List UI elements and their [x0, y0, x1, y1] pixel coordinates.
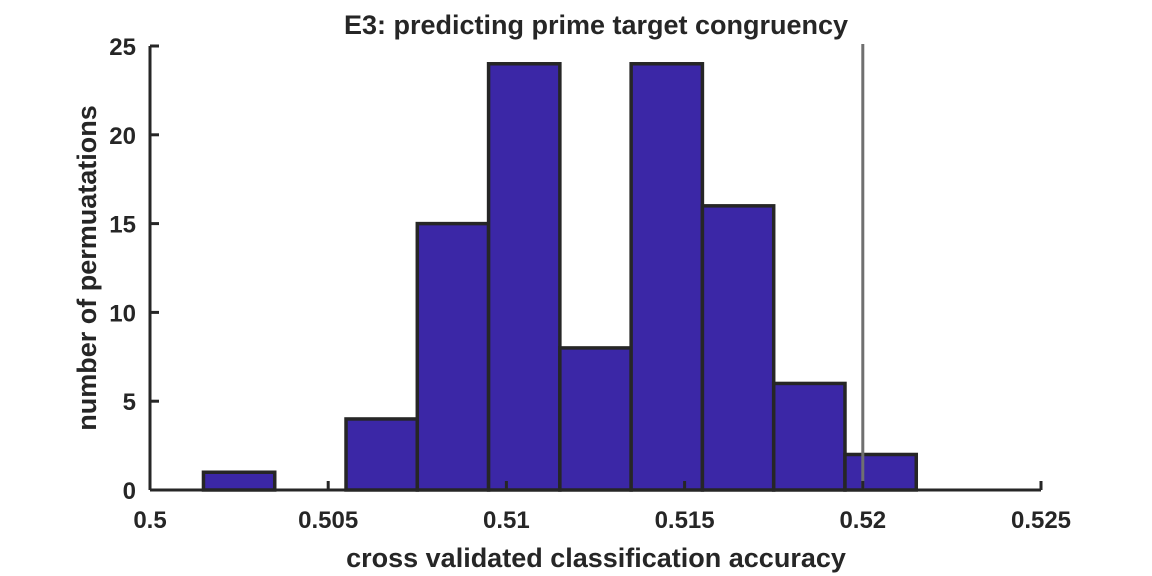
y-tick-label: 0 [123, 478, 136, 505]
axes [148, 44, 1043, 492]
x-tick-label: 0.525 [1011, 507, 1071, 534]
y-tick-label: 15 [109, 212, 136, 239]
y-tick-labels: 0 5 10 15 20 25 [109, 34, 136, 505]
x-tick-label: 0.505 [298, 507, 358, 534]
histogram-bar [486, 62, 562, 492]
histogram-bar [843, 452, 919, 492]
x-tick-labels: 0.5 0.505 0.51 0.515 0.52 0.525 [133, 507, 1071, 534]
chart-title: E3: predicting prime target congruency [344, 10, 848, 40]
histogram-bars [201, 62, 919, 492]
histogram-bar [700, 204, 776, 492]
x-axis-label: cross validated classification accuracy [346, 543, 846, 573]
y-axis-label: number of permuatations [72, 105, 102, 431]
y-tick-label: 10 [109, 300, 136, 327]
y-tick-label: 20 [109, 123, 136, 150]
x-tick-label: 0.5 [133, 507, 166, 534]
histogram-bar [629, 62, 705, 492]
y-tick-label: 25 [109, 34, 136, 61]
x-tick-label: 0.51 [483, 507, 530, 534]
y-tick-label: 5 [123, 389, 136, 416]
histogram-bar [771, 381, 847, 492]
x-tick-label: 0.515 [655, 507, 715, 534]
x-tick-label: 0.52 [839, 507, 886, 534]
histogram-bar [201, 470, 277, 492]
histogram-bar [415, 221, 491, 492]
histogram-bar [344, 417, 420, 492]
histogram-bar [558, 346, 633, 492]
